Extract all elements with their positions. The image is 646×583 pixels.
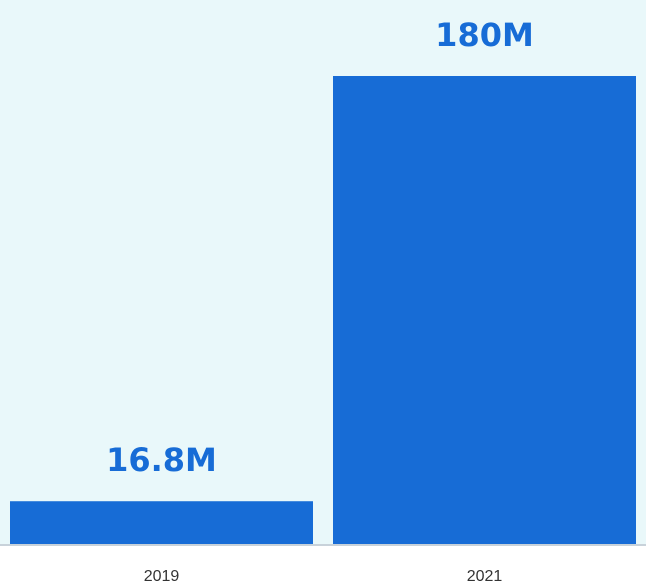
- x-axis-tick-labels: 2019 2021: [144, 568, 503, 583]
- data-label-2021: 180M: [435, 16, 534, 54]
- data-label-2019: 16.8M: [106, 441, 217, 479]
- x-tick-label-2019: 2019: [144, 568, 180, 583]
- x-tick-label-2021: 2021: [467, 568, 503, 583]
- bar-2021: [333, 76, 636, 545]
- bar-2019: [10, 501, 313, 545]
